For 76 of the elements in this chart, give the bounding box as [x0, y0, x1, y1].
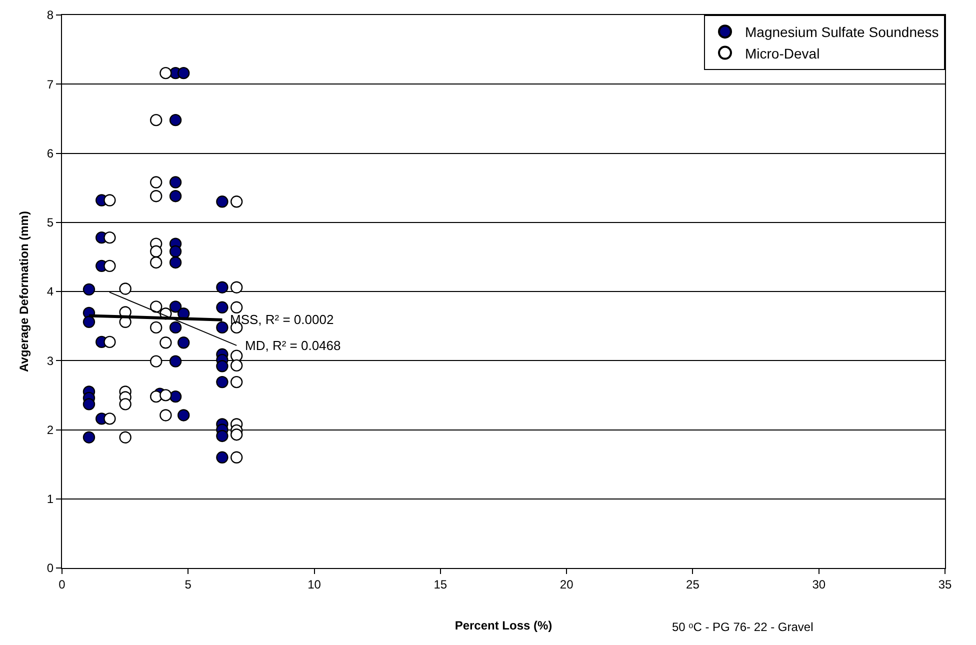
y-tick-label: 1 — [46, 492, 54, 506]
point — [82, 431, 96, 444]
y-tick-label: 6 — [46, 146, 54, 160]
point — [169, 245, 182, 258]
point — [150, 355, 162, 368]
point — [160, 336, 172, 349]
x-tick-label: 30 — [812, 577, 826, 592]
point — [169, 355, 182, 368]
point — [150, 321, 162, 334]
point — [216, 301, 228, 314]
point — [169, 390, 182, 403]
point — [82, 316, 96, 328]
point — [230, 376, 243, 388]
point — [82, 283, 96, 296]
point — [216, 430, 228, 442]
point — [230, 359, 243, 372]
point — [82, 398, 96, 410]
point — [160, 409, 172, 422]
point — [230, 451, 243, 464]
text: 50 ᵒC - PG 76- 22 - Gravel — [672, 620, 814, 634]
x-axis-title: Percent Loss (%) — [454, 618, 552, 632]
point — [160, 389, 172, 402]
annotation: MSS, R² = 0.0002 — [230, 312, 334, 327]
point — [230, 428, 243, 441]
point — [150, 300, 162, 313]
y-tick-label: 7 — [46, 77, 54, 92]
point — [150, 390, 162, 403]
point — [169, 114, 182, 126]
point — [178, 66, 190, 80]
y-axis-title: Avgerage Deformation (mm) — [17, 211, 32, 372]
point — [216, 451, 228, 464]
point — [169, 190, 182, 202]
point — [169, 300, 182, 313]
point — [216, 281, 228, 294]
point — [119, 398, 132, 410]
point — [150, 190, 162, 202]
annotation: MD, R² = 0.0468 — [245, 338, 341, 353]
y-tick-label: 4 — [46, 284, 54, 299]
x-tick-label: 20 — [560, 577, 574, 592]
point — [216, 321, 228, 334]
x-tick-label: 35 — [938, 577, 952, 592]
point — [216, 196, 228, 208]
point — [216, 376, 228, 388]
y-tick-label: 8 — [46, 8, 54, 22]
legend-label: Micro-Deval — [745, 45, 820, 62]
point — [230, 281, 243, 294]
point — [169, 321, 182, 334]
y-tick-label: 5 — [46, 216, 54, 230]
x-tick-label: 0 — [58, 577, 66, 592]
point — [160, 66, 172, 80]
point — [150, 114, 162, 126]
point — [119, 431, 132, 444]
point — [104, 260, 116, 272]
x-tick-label: 25 — [686, 577, 700, 592]
point — [169, 176, 182, 188]
x-tick-label: 10 — [308, 577, 322, 592]
point — [216, 360, 228, 372]
point — [104, 412, 116, 425]
y-tick-label: 3 — [46, 354, 54, 368]
point — [230, 301, 243, 314]
y-tick-label: 0 — [46, 561, 54, 576]
point — [150, 176, 162, 188]
point — [150, 245, 162, 258]
point — [230, 196, 243, 208]
point — [104, 336, 116, 348]
point — [178, 336, 190, 349]
x-tick-label: 15 — [434, 577, 448, 592]
point — [169, 256, 182, 269]
point — [150, 256, 162, 269]
x-tick-label: 5 — [184, 577, 192, 592]
legend-label: Magnesium Sulfate Soundness — [745, 24, 939, 40]
point — [178, 409, 190, 422]
y-tick-label: 2 — [46, 422, 54, 437]
point — [104, 194, 116, 206]
point — [119, 282, 132, 295]
point — [104, 231, 116, 244]
